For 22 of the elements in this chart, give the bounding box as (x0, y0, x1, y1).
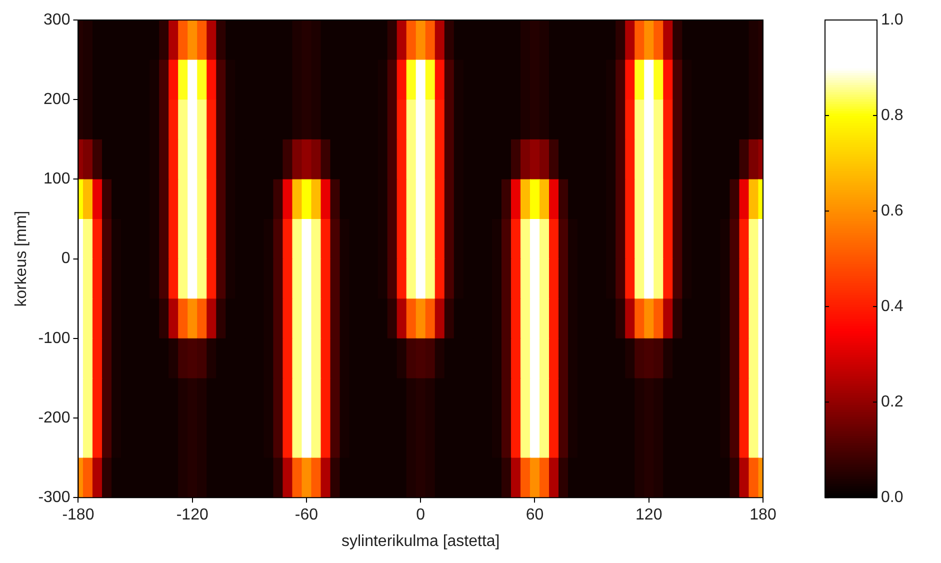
y-tick-label: -300 (38, 489, 70, 506)
x-tick-label: 0 (416, 506, 426, 524)
y-tick-label: -100 (38, 330, 70, 347)
x-tick-label: 180 (750, 506, 776, 524)
x-tick-label: -180 (62, 506, 94, 524)
x-tick-label: -60 (294, 506, 318, 524)
color-bar-label: 0.0 (881, 489, 904, 506)
y-tick-label: 300 (44, 11, 70, 28)
y-axis-title: korkeus [mm] (13, 210, 30, 307)
y-tick-label: -200 (38, 409, 70, 426)
color-bar-label: 0.2 (881, 393, 904, 410)
x-tick-label: -120 (176, 506, 208, 524)
x-tick-label: 60 (526, 506, 544, 524)
color-bar-label: 0.8 (881, 106, 904, 124)
x-axis-title: sylinterikulma [astetta] (341, 532, 500, 550)
y-tick-label: 0 (61, 250, 70, 268)
color-bar-label: 0.4 (881, 298, 904, 315)
x-tick-label: 120 (636, 506, 662, 524)
y-tick-label: 100 (44, 170, 70, 188)
color-bar-label: 0.6 (881, 202, 904, 220)
y-tick-label: 200 (44, 91, 70, 108)
color-bar-label: 1.0 (881, 11, 904, 28)
